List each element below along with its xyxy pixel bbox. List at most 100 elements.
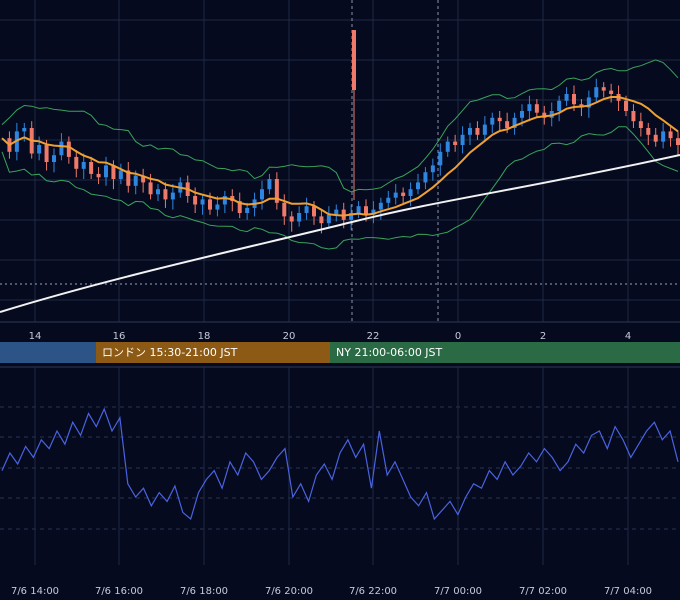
candle-body-85 [631, 111, 636, 122]
x-tick-osc-5: 7/7 00:00 [434, 586, 482, 597]
candle-body-89 [661, 131, 666, 142]
candle-body-43 [319, 216, 324, 224]
candle-body-70 [520, 111, 524, 118]
x-tick-main-1: 16 [113, 331, 126, 342]
candle-body-82 [609, 90, 614, 94]
candle-body-16 [118, 170, 123, 179]
candle-body-80 [594, 87, 599, 98]
candlestick-series [7, 30, 680, 234]
x-tick-osc-0: 7/6 14:00 [11, 586, 59, 597]
x-tick-main-4: 22 [367, 331, 380, 342]
candle-body-41 [304, 206, 309, 213]
candle-body-55 [408, 189, 413, 196]
candle-body-15 [111, 165, 116, 179]
x-tick-osc-1: 7/6 16:00 [95, 586, 143, 597]
candle-body-3 [22, 128, 27, 132]
moving-averages [0, 96, 680, 313]
candle-body-72 [534, 104, 539, 113]
x-tick-osc-2: 7/6 18:00 [180, 586, 228, 597]
candle-body-79 [586, 97, 591, 108]
candle-body-50 [371, 209, 376, 215]
candle-body-45 [334, 209, 339, 215]
candle-body-28 [208, 199, 212, 210]
session-bar-tokyo [0, 342, 96, 363]
oscillator-series [1, 407, 679, 521]
candle-body-81 [601, 87, 606, 91]
candle-body-12 [89, 162, 94, 174]
candle-body-18 [133, 175, 138, 186]
x-tick-osc-7: 7/7 04:00 [604, 586, 652, 597]
candle-body-17 [126, 170, 131, 186]
x-tick-main-0: 14 [29, 331, 42, 342]
candle-body-57 [423, 172, 428, 183]
candle-body-61 [453, 141, 458, 145]
candle-body-71 [527, 104, 532, 111]
ma-slow-line [0, 154, 680, 313]
candle-body-73 [542, 112, 547, 118]
candle-body-42 [312, 206, 316, 217]
candle-body-5 [37, 145, 42, 154]
candle-body-37 [274, 179, 279, 203]
candle-body-39 [289, 216, 294, 222]
bb-upper [1, 59, 679, 193]
candle-body-90 [668, 131, 673, 139]
candle-body-53 [393, 192, 398, 198]
candle-body-66 [490, 117, 495, 125]
candle-body-33 [245, 207, 250, 213]
candle-body-27 [200, 199, 205, 205]
candle-body-48 [356, 206, 361, 213]
candle-body-86 [638, 121, 643, 128]
candle-body-13 [96, 173, 101, 178]
x-tick-osc-6: 7/7 02:00 [519, 586, 567, 597]
candle-body-30 [222, 196, 227, 205]
candle-body-74 [549, 111, 554, 118]
candle-body-75 [557, 100, 562, 111]
candle-body-51 [378, 202, 383, 210]
candle-body-58 [430, 165, 435, 173]
candle-body-35 [260, 189, 264, 200]
candle-body-14 [104, 165, 108, 178]
candle-body-64 [475, 128, 480, 135]
candle-body-68 [505, 121, 510, 128]
spike-candle-body [352, 30, 356, 90]
bollinger-bands [1, 59, 679, 250]
candle-body-87 [646, 128, 651, 135]
candle-body-59 [438, 151, 443, 166]
candle-body-21 [156, 189, 160, 195]
candle-body-32 [237, 201, 242, 213]
x-tick-osc-3: 7/6 20:00 [265, 586, 313, 597]
candle-body-52 [386, 197, 391, 203]
main-grid [0, 0, 680, 323]
x-tick-osc-4: 7/6 22:00 [349, 586, 397, 597]
candle-body-38 [282, 202, 287, 217]
candle-body-22 [163, 189, 168, 200]
x-axis-ticks-main: 14 16 18 20 22 0 2 4 [29, 331, 632, 342]
oscillator-grid [0, 366, 680, 565]
candle-body-36 [267, 179, 272, 190]
candle-body-56 [416, 182, 420, 190]
bb-lower [1, 126, 679, 250]
candle-body-23 [170, 192, 175, 200]
candle-body-54 [401, 192, 406, 196]
candle-body-19 [141, 175, 146, 183]
candle-body-7 [52, 155, 56, 162]
candle-body-62 [460, 134, 465, 145]
oscillator-line [1, 407, 679, 521]
candle-body-10 [74, 156, 79, 169]
candle-body-49 [364, 206, 368, 215]
session-bar-london: ロンドン 15:30-21:00 JST [96, 342, 330, 363]
candle-body-69 [512, 117, 517, 128]
candle-body-84 [624, 100, 628, 111]
x-tick-main-5: 0 [455, 331, 461, 342]
candle-body-44 [326, 214, 331, 224]
candle-body-29 [215, 204, 220, 210]
candle-body-67 [497, 117, 502, 122]
session-bar-newyork: NY 21:00-06:00 JST [330, 342, 680, 363]
candle-body-26 [193, 196, 198, 205]
candle-body-20 [148, 182, 153, 195]
x-tick-main-6: 2 [540, 331, 546, 342]
candle-body-11 [81, 162, 86, 169]
x-tick-main-2: 18 [198, 331, 211, 342]
candle-body-60 [445, 141, 450, 152]
